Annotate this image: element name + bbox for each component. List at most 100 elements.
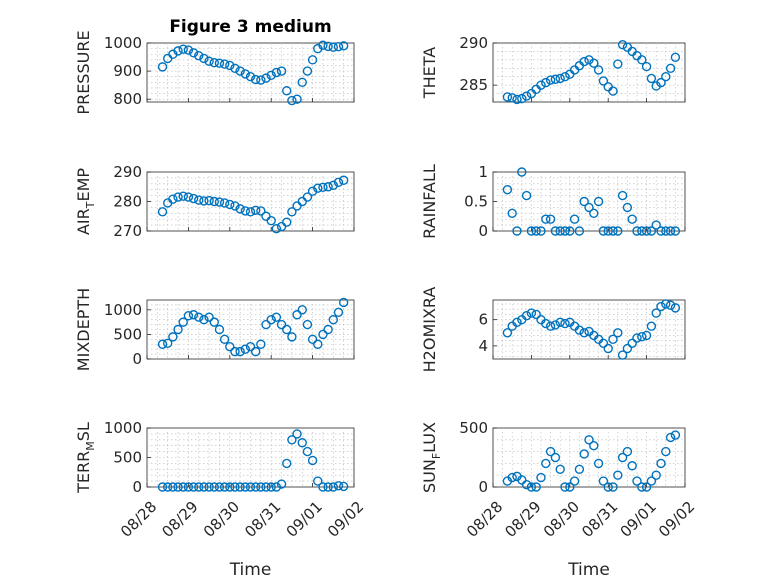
data-point — [261, 482, 271, 492]
data-point — [622, 343, 633, 354]
y-tick-label: 0 — [478, 222, 488, 240]
data-point — [209, 196, 219, 207]
data-point — [555, 73, 565, 84]
data-point — [282, 324, 292, 335]
data-point — [292, 429, 302, 439]
data-point — [204, 312, 214, 322]
data-point — [598, 476, 609, 486]
data-point — [178, 317, 188, 327]
data-point — [297, 438, 307, 448]
data-point — [287, 332, 297, 342]
data-point — [617, 190, 628, 201]
data-point — [521, 479, 532, 490]
data-point — [271, 482, 282, 492]
data-point — [531, 482, 541, 492]
data-point — [641, 226, 652, 236]
data-point — [338, 175, 349, 185]
data-point — [641, 330, 652, 341]
data-point — [307, 334, 318, 345]
data-point — [598, 338, 609, 348]
data-point — [209, 482, 219, 492]
data-point — [188, 482, 199, 492]
data-point — [536, 80, 546, 90]
data-point — [199, 482, 209, 492]
data-point — [536, 472, 546, 483]
grid — [147, 428, 354, 487]
data-point — [240, 482, 251, 492]
data-point — [323, 482, 333, 492]
data-point — [266, 70, 276, 81]
series-points — [502, 430, 681, 492]
data-point — [178, 482, 188, 492]
data-point — [219, 334, 230, 345]
x-tick-label: 08/28 — [117, 498, 160, 541]
data-point — [323, 324, 333, 335]
data-point — [173, 482, 183, 492]
data-point — [632, 333, 642, 343]
data-point — [560, 482, 570, 492]
data-point — [656, 226, 666, 236]
data-point — [313, 339, 323, 349]
data-point — [183, 482, 194, 492]
y-tick-label: 280 — [113, 193, 142, 211]
y-axis-label: TERRMSL — [74, 422, 97, 494]
data-point — [574, 464, 585, 474]
series-points — [502, 39, 681, 105]
data-point — [256, 206, 266, 216]
data-point — [235, 482, 245, 492]
data-point — [569, 476, 580, 486]
data-point — [271, 67, 282, 78]
data-point — [613, 470, 623, 480]
x-tick-label: 08/31 — [578, 498, 621, 541]
data-point — [665, 300, 676, 310]
data-point — [589, 208, 599, 219]
data-point — [318, 182, 328, 193]
y-axis-label: RAINFALL — [420, 164, 439, 239]
series-points — [157, 175, 349, 234]
data-point — [531, 226, 541, 236]
data-point — [297, 305, 307, 315]
data-point — [579, 328, 589, 338]
x-axis-label: Time — [229, 560, 272, 580]
data-point — [593, 65, 604, 75]
data-point — [276, 319, 287, 330]
data-point — [579, 196, 589, 207]
data-point — [613, 59, 623, 69]
y-tick-label: 0 — [478, 478, 488, 496]
data-point — [323, 41, 333, 52]
series-points — [157, 40, 349, 106]
data-point — [204, 482, 214, 492]
x-tick-label: 08/28 — [463, 498, 506, 541]
data-point — [665, 432, 676, 443]
data-point — [641, 482, 652, 492]
data-point — [627, 214, 637, 224]
data-point — [584, 202, 594, 213]
data-point — [225, 60, 235, 71]
data-point — [637, 226, 647, 236]
data-point — [656, 458, 666, 469]
data-point — [545, 321, 556, 331]
data-point — [637, 482, 647, 492]
data-point — [622, 202, 633, 213]
data-point — [536, 226, 546, 236]
data-point — [214, 324, 225, 335]
data-point — [183, 311, 194, 321]
y-tick-label: 290 — [459, 34, 488, 52]
data-point — [292, 310, 302, 320]
data-point — [282, 217, 292, 227]
x-tick-label: 09/01 — [283, 498, 326, 541]
data-point — [271, 312, 282, 322]
data-point — [157, 207, 168, 217]
data-point — [617, 39, 628, 50]
series-points — [502, 167, 681, 236]
data-point — [661, 226, 671, 236]
data-point — [282, 86, 292, 96]
data-point — [545, 446, 556, 457]
data-point — [287, 95, 297, 106]
data-point — [235, 204, 245, 214]
data-point — [526, 482, 537, 492]
series-points — [157, 429, 349, 492]
data-point — [541, 458, 551, 469]
